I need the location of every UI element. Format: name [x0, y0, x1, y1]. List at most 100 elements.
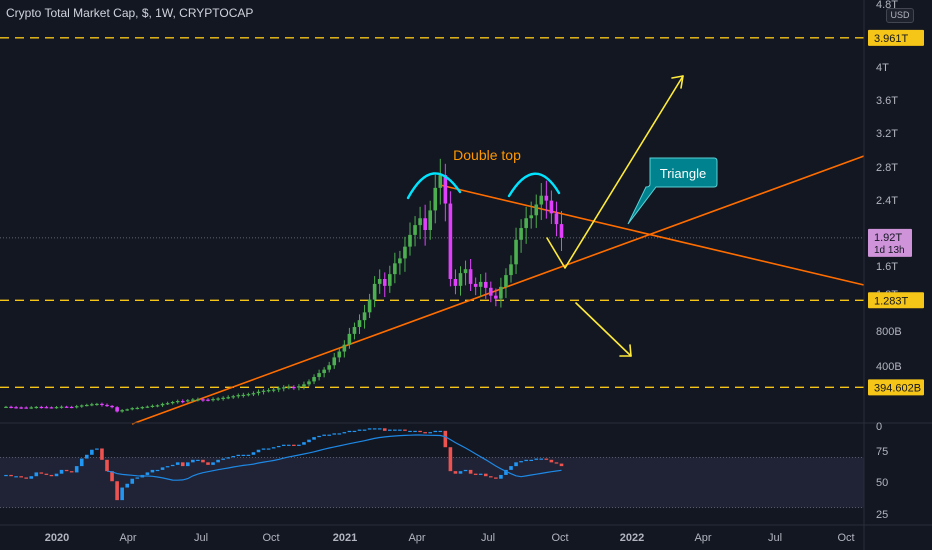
candle-body — [276, 388, 281, 390]
time-tick-label: 2021 — [333, 532, 357, 544]
candle — [489, 281, 493, 303]
candle-body — [287, 386, 291, 389]
rsi-bar — [39, 472, 44, 474]
candle — [130, 407, 135, 411]
candle-body — [59, 406, 64, 408]
candle — [39, 405, 44, 409]
candle-body — [413, 225, 417, 235]
candle-body — [34, 406, 39, 409]
candle — [499, 277, 503, 308]
candle — [24, 406, 28, 409]
candle — [448, 191, 453, 287]
rsi-bar — [357, 429, 362, 431]
candle — [398, 250, 402, 275]
rsi-bar — [292, 444, 296, 446]
candle-body — [468, 269, 473, 284]
candle — [246, 392, 251, 397]
rsi-bar — [413, 430, 417, 433]
candle-body — [206, 399, 210, 401]
trendlines — [131, 155, 865, 425]
candle-body — [64, 406, 69, 408]
candle — [115, 406, 119, 413]
rsi-bar — [433, 430, 438, 433]
candle — [524, 206, 528, 244]
candle-body — [14, 407, 18, 409]
candle — [211, 397, 215, 402]
candle — [478, 274, 483, 297]
candle-body — [79, 405, 84, 407]
candle-body — [418, 218, 422, 226]
rsi-bar — [448, 447, 453, 472]
candle — [483, 272, 488, 299]
candle-body — [155, 405, 160, 407]
rsi-tick-label: 50 — [876, 477, 888, 489]
level-label-text: 394.602B — [874, 382, 921, 394]
rsi-bar — [54, 473, 59, 477]
rsi-bar — [100, 448, 104, 460]
rsi-bar — [539, 458, 544, 460]
candle — [372, 276, 377, 308]
level-price-label: 1.283T — [868, 292, 924, 309]
candle-body — [499, 286, 503, 299]
rsi-bar — [120, 487, 124, 501]
rsi-bar — [544, 458, 549, 460]
descending-trendline — [439, 184, 865, 286]
candle-body — [337, 351, 342, 358]
rsi-bar — [302, 442, 306, 445]
time-tick-label: Jul — [768, 532, 782, 544]
last-price-value: 1.92T — [874, 232, 902, 244]
rsi-bar — [74, 466, 79, 473]
rsi-bar — [312, 437, 316, 440]
candle-body — [140, 407, 145, 409]
candle-body — [100, 403, 104, 406]
rsi-bar — [478, 473, 483, 475]
rsi-bar — [69, 471, 74, 473]
candle-body — [362, 312, 367, 321]
candle — [186, 399, 190, 403]
candle — [110, 405, 114, 409]
candle-body — [519, 228, 523, 240]
candle — [494, 288, 498, 307]
candle — [59, 405, 64, 409]
price-tick-label: 400B — [876, 361, 902, 373]
candle — [95, 402, 99, 406]
candle-body — [120, 410, 124, 412]
time-tick-label: Oct — [551, 532, 568, 544]
candle-body — [125, 409, 129, 411]
rsi-bar — [170, 464, 175, 467]
candle — [231, 394, 236, 399]
level-label-bg — [868, 379, 924, 396]
price-tick-label: 3.6T — [876, 95, 898, 107]
candle-body — [74, 406, 79, 408]
candle-body — [377, 279, 382, 284]
candle-body — [322, 369, 326, 374]
double-top-arc-left — [406, 172, 462, 200]
candle — [241, 392, 246, 398]
candle-body — [90, 404, 94, 406]
rsi-bar — [494, 477, 498, 479]
time-tick-label: 2022 — [620, 532, 644, 544]
triangle-callout-box — [627, 157, 718, 225]
candle-body — [221, 397, 225, 399]
candle-body — [115, 407, 119, 412]
candle — [251, 391, 256, 397]
candle — [180, 399, 185, 404]
rsi-bar — [443, 430, 448, 448]
double-top-arc-right — [507, 172, 561, 198]
candle — [74, 404, 79, 409]
currency-button[interactable]: USD — [886, 8, 914, 23]
rsi-bar — [191, 459, 195, 463]
candle-body — [4, 406, 8, 408]
candle — [85, 403, 89, 407]
rsi-bar — [549, 459, 554, 463]
rsi-bar — [281, 444, 286, 446]
rsi-bar — [398, 429, 402, 431]
double-top-label: Double top — [453, 147, 521, 163]
rsi-bar — [226, 457, 230, 459]
time-tick-label: Oct — [262, 532, 279, 544]
price-tick-label: 0 — [876, 421, 882, 433]
candle-body — [549, 200, 554, 214]
rsi-bar — [483, 473, 488, 477]
candle — [165, 401, 170, 405]
rsi-bar — [49, 474, 54, 477]
